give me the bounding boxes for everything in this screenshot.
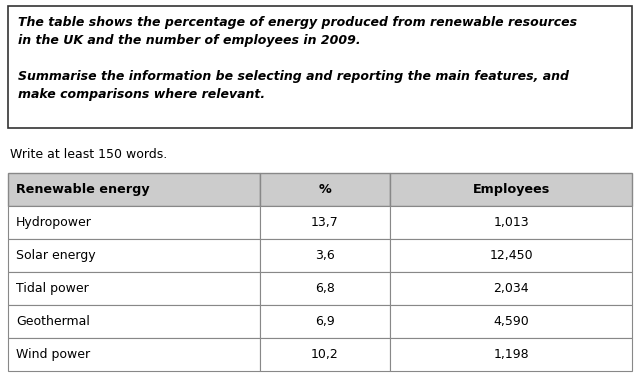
Text: Renewable energy: Renewable energy <box>16 183 150 196</box>
Bar <box>8 6 632 128</box>
Text: 10,2: 10,2 <box>311 348 339 361</box>
Text: 6,9: 6,9 <box>315 315 335 328</box>
Text: Hydropower: Hydropower <box>16 216 92 229</box>
Text: 13,7: 13,7 <box>311 216 339 229</box>
Bar <box>390 206 632 239</box>
Text: 4,590: 4,590 <box>493 315 529 328</box>
Bar <box>390 338 632 371</box>
Text: 2,034: 2,034 <box>493 282 529 295</box>
Bar <box>390 272 632 305</box>
Text: Solar energy: Solar energy <box>16 249 95 262</box>
Text: Geothermal: Geothermal <box>16 315 90 328</box>
Bar <box>390 239 632 272</box>
Text: Tidal power: Tidal power <box>16 282 89 295</box>
Text: 12,450: 12,450 <box>489 249 533 262</box>
Text: 1,013: 1,013 <box>493 216 529 229</box>
Bar <box>8 173 260 206</box>
Text: 3,6: 3,6 <box>315 249 335 262</box>
Text: The table shows the percentage of energy produced from renewable resources
in th: The table shows the percentage of energy… <box>18 16 577 101</box>
Bar <box>260 272 390 305</box>
Bar <box>390 173 632 206</box>
Text: 1,198: 1,198 <box>493 348 529 361</box>
Bar <box>8 239 260 272</box>
Bar <box>260 338 390 371</box>
Bar <box>260 173 390 206</box>
Bar <box>260 239 390 272</box>
Bar <box>8 206 260 239</box>
Bar <box>8 305 260 338</box>
Bar <box>260 206 390 239</box>
Text: Wind power: Wind power <box>16 348 90 361</box>
Bar <box>8 272 260 305</box>
Text: Employees: Employees <box>472 183 550 196</box>
Text: 6,8: 6,8 <box>315 282 335 295</box>
Bar <box>260 305 390 338</box>
Text: Write at least 150 words.: Write at least 150 words. <box>10 148 167 161</box>
Bar <box>390 305 632 338</box>
Text: %: % <box>319 183 332 196</box>
Bar <box>8 338 260 371</box>
